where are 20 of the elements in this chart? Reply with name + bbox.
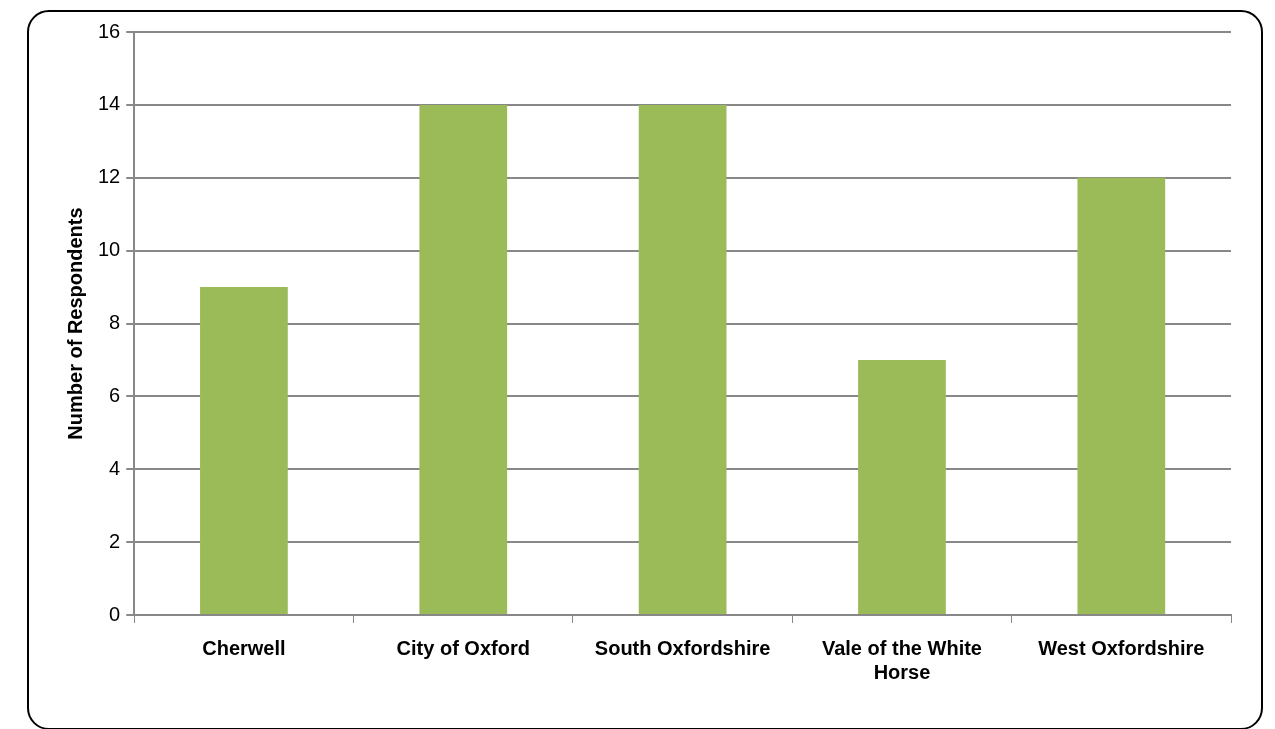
- y-tick-label: 10: [98, 238, 121, 261]
- bar: [200, 287, 288, 614]
- y-tick-label: 6: [109, 383, 121, 406]
- y-axis-title: Number of Respondents: [63, 207, 86, 440]
- y-tick-label: 2: [109, 529, 121, 552]
- bar: [1077, 177, 1166, 614]
- y-tick-label: 0: [109, 602, 121, 625]
- x-tick-label: West Oxfordshire: [1038, 636, 1205, 659]
- x-tick-label: Cherwell: [202, 636, 286, 659]
- y-tick-label: 12: [98, 165, 121, 188]
- y-tick-label: 4: [109, 456, 121, 479]
- x-tick-label: Vale of the White Horse: [821, 636, 982, 683]
- x-tick-label: City of Oxford: [396, 636, 530, 659]
- bar: [638, 104, 727, 614]
- bar: [419, 104, 508, 614]
- x-tick-label: South Oxfordshire: [594, 636, 771, 659]
- y-tick-label: 8: [109, 311, 121, 334]
- bar: [858, 359, 946, 614]
- y-tick-label: 14: [98, 92, 121, 115]
- y-tick-label: 16: [98, 19, 121, 42]
